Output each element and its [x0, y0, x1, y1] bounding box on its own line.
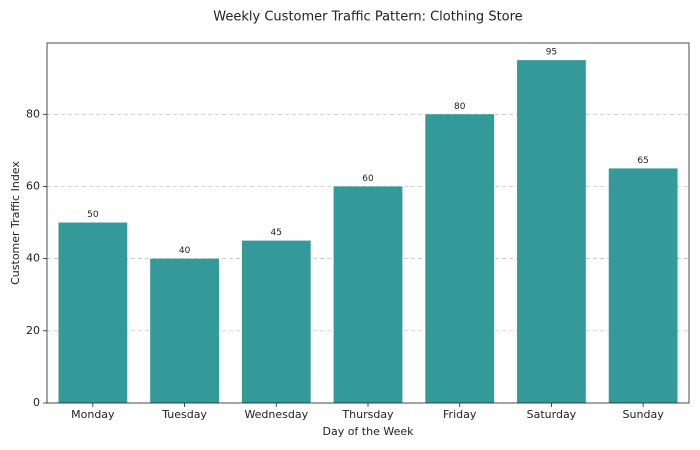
x-tick-label: Tuesday — [161, 408, 207, 421]
x-axis-label: Day of the Week — [322, 425, 414, 438]
y-axis-label: Customer Traffic Index — [9, 161, 22, 285]
value-label: 80 — [454, 102, 466, 112]
bar — [241, 240, 311, 403]
chart-title: Weekly Customer Traffic Pattern: Clothin… — [213, 10, 522, 25]
value-label: 40 — [179, 246, 191, 256]
x-tick-label: Thursday — [341, 408, 394, 421]
bar — [150, 258, 219, 403]
bar — [517, 60, 586, 404]
bar — [58, 222, 128, 403]
value-label: 65 — [637, 156, 648, 166]
x-tick-label: Saturday — [527, 408, 577, 421]
value-label: 45 — [271, 228, 282, 238]
y-tick-label: 40 — [26, 252, 40, 265]
x-tick-label: Wednesday — [244, 408, 308, 421]
y-tick-label: 60 — [26, 179, 40, 192]
bar — [608, 168, 678, 403]
x-tick-label: Sunday — [623, 408, 665, 421]
y-tick-label: 80 — [26, 107, 40, 120]
bar — [333, 186, 403, 403]
value-label: 50 — [87, 210, 99, 220]
value-label: 60 — [362, 174, 374, 184]
y-tick-label: 0 — [33, 396, 40, 409]
y-tick-label: 20 — [26, 324, 40, 337]
plot-frame — [46, 42, 690, 404]
x-tick-label: Monday — [71, 408, 115, 421]
x-tick-label: Friday — [443, 408, 477, 421]
value-label: 95 — [546, 48, 557, 58]
bar — [425, 114, 495, 403]
